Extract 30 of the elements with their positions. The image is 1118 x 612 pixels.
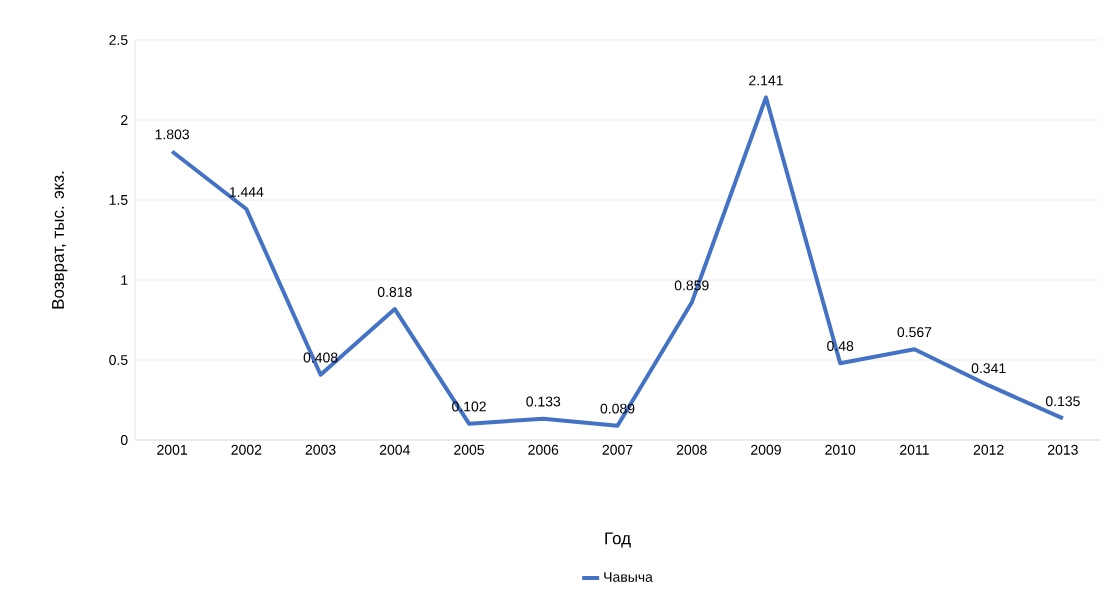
x-tick-label: 2001	[157, 444, 188, 455]
x-tick-label: 2003	[305, 444, 336, 455]
data-label: 0.135	[1045, 396, 1080, 407]
data-label: 1.444	[229, 187, 264, 197]
x-tick-label: 2010	[825, 444, 856, 455]
x-tick-label: 2007	[602, 444, 633, 455]
x-tick-label: 2008	[676, 444, 707, 455]
x-tick-label: 2002	[231, 444, 262, 455]
legend-label: Чавыча	[604, 572, 653, 582]
data-label: 0.818	[377, 287, 412, 297]
data-label: 1.803	[155, 129, 190, 140]
data-label: 2.141	[749, 75, 783, 86]
x-tick-label: 2012	[973, 444, 1004, 455]
y-tick-label: 2	[121, 115, 128, 125]
x-tick-label: 2011	[900, 444, 929, 455]
y-tick-label: 1	[121, 275, 128, 285]
y-tick-label: 1.5	[109, 195, 128, 205]
y-tick-label: 2.5	[109, 35, 128, 45]
data-label: 0.133	[526, 396, 561, 407]
data-label: 0.567	[897, 327, 932, 338]
x-tick-label: 2004	[379, 444, 410, 455]
x-tick-label: 2013	[1048, 444, 1078, 455]
y-tick-label: 0	[120, 435, 128, 445]
x-tick-label: 2005	[454, 444, 485, 455]
data-label: 0.341	[971, 363, 1006, 374]
y-axis-title: Возврат, тыс. экз.	[52, 171, 68, 309]
x-axis-title: Год	[605, 532, 631, 548]
y-tick-label: 0.5	[109, 355, 128, 365]
x-tick-label: 2009	[751, 444, 781, 455]
x-tick-label: 2006	[528, 444, 559, 455]
